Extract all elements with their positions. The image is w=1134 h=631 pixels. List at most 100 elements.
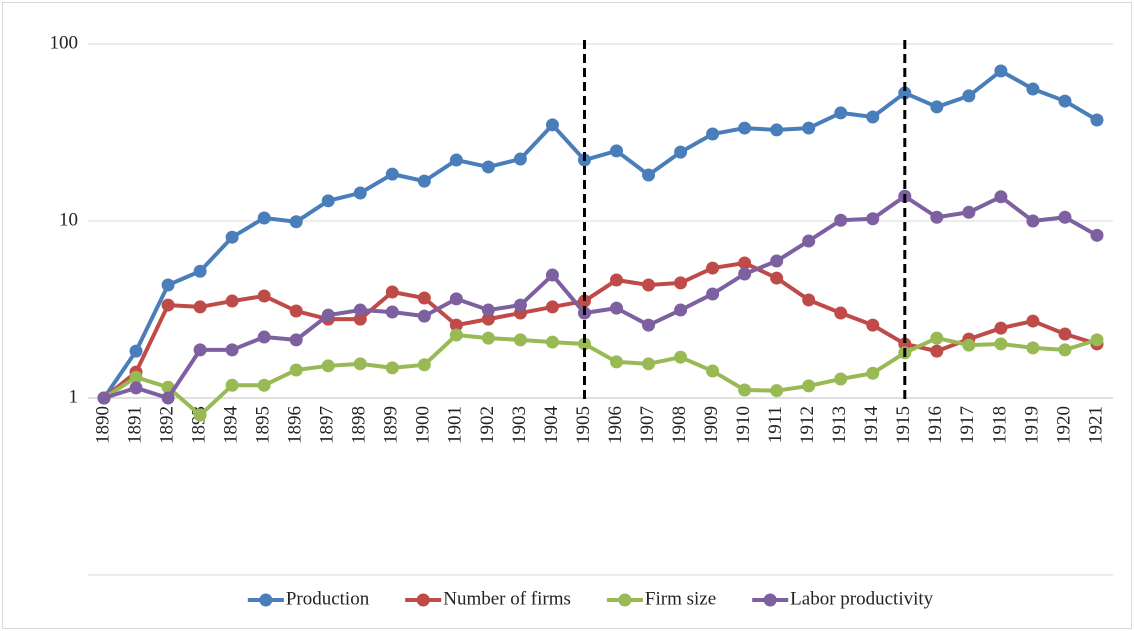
legend-swatch-dot — [618, 593, 632, 607]
series-point — [642, 318, 656, 332]
series-point — [257, 330, 271, 344]
x-tick-label: 1891 — [124, 406, 145, 444]
series-point — [738, 256, 752, 270]
y-tick-label: 1 — [69, 386, 79, 407]
x-tick-label: 1898 — [349, 406, 370, 444]
series-point — [706, 261, 720, 275]
y-tick-label: 100 — [50, 32, 79, 53]
series-point — [962, 89, 976, 103]
series-point — [770, 271, 784, 285]
series-point — [994, 64, 1008, 78]
series-point — [353, 186, 367, 200]
series-point — [1026, 214, 1040, 228]
series-point — [610, 301, 624, 315]
x-tick-label: 1921 — [1085, 406, 1106, 444]
series-point — [738, 121, 752, 135]
series-point — [706, 287, 720, 301]
x-tick-label: 1913 — [829, 406, 850, 444]
y-tick-label: 10 — [59, 209, 78, 230]
x-tick-label: 1911 — [765, 406, 786, 443]
series-point — [321, 194, 335, 208]
x-tick-label: 1910 — [733, 406, 754, 444]
series-point — [97, 391, 111, 405]
series-point — [545, 335, 559, 349]
series-point — [257, 378, 271, 392]
series-point — [898, 86, 912, 100]
series-point — [513, 298, 527, 312]
series-point — [545, 268, 559, 282]
series-point — [129, 344, 143, 358]
series-point — [481, 303, 495, 317]
x-tick-label: 1904 — [541, 406, 562, 445]
x-tick-label: 1915 — [893, 406, 914, 444]
x-tick-label: 1903 — [509, 406, 530, 444]
legend: Production Number of firms Firm size Labor … — [247, 588, 934, 609]
series-point — [321, 359, 335, 373]
series-point — [706, 364, 720, 378]
series-point — [866, 318, 880, 332]
series-point — [930, 210, 944, 224]
x-tick-label: 1905 — [573, 406, 594, 444]
series-point — [545, 300, 559, 314]
series-point — [513, 333, 527, 347]
series-point — [1026, 341, 1040, 355]
series-point — [257, 289, 271, 303]
series-point — [577, 337, 591, 351]
series-point — [610, 355, 624, 369]
legend-swatch-dot — [259, 593, 273, 607]
series-point — [577, 294, 591, 308]
series-point — [770, 384, 784, 398]
series-point — [866, 366, 880, 380]
series-point — [1090, 113, 1104, 127]
x-tick-label: 1909 — [701, 406, 722, 444]
series-point — [770, 254, 784, 268]
series-point — [834, 306, 848, 320]
series-point — [449, 292, 463, 306]
series-point — [834, 213, 848, 227]
series-point — [353, 303, 367, 317]
series-point — [193, 300, 207, 314]
series-point — [706, 127, 720, 141]
x-tick-label: 1916 — [925, 406, 946, 444]
x-tick-label: 1901 — [445, 406, 466, 444]
series-point — [930, 344, 944, 358]
series-point — [193, 408, 207, 422]
series-point — [225, 294, 239, 308]
series-point — [129, 381, 143, 395]
series-point — [1058, 94, 1072, 108]
series-point — [353, 357, 367, 371]
series-point — [289, 304, 303, 318]
series-point — [385, 167, 399, 181]
series-point — [417, 291, 431, 305]
series-point — [994, 337, 1008, 351]
series-point — [674, 145, 688, 159]
x-tick-label: 1908 — [669, 406, 690, 444]
series-point — [738, 383, 752, 397]
series-point — [802, 379, 816, 393]
series-point — [353, 312, 367, 326]
series-point — [545, 118, 559, 132]
legend-swatch-dot — [763, 593, 777, 607]
series-point — [321, 308, 335, 322]
series-point — [1058, 210, 1072, 224]
series-point — [449, 153, 463, 167]
series-point — [674, 303, 688, 317]
series-point — [289, 215, 303, 229]
legend-label: Production — [286, 588, 370, 609]
series-point — [385, 305, 399, 319]
series-point — [770, 123, 784, 137]
series-point — [610, 144, 624, 158]
x-tick-label: 1897 — [317, 406, 338, 444]
series-point — [417, 174, 431, 188]
series-point — [866, 110, 880, 124]
series-point — [802, 121, 816, 135]
series-point — [161, 298, 175, 312]
series-point — [642, 357, 656, 371]
series-point — [449, 328, 463, 342]
series-point — [834, 106, 848, 120]
series-point — [385, 361, 399, 375]
series-point — [385, 285, 399, 299]
x-tick-label: 1912 — [797, 406, 818, 444]
